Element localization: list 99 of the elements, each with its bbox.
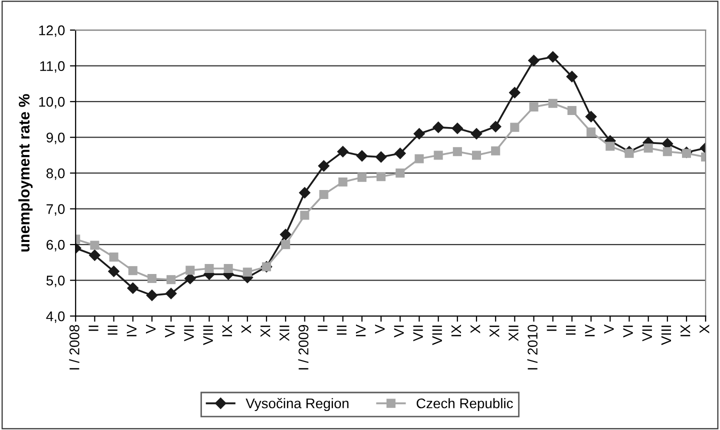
y-tick-label: 9,0	[46, 132, 65, 144]
x-tick-label: VIII	[432, 326, 442, 346]
y-tick-label: 10,0	[39, 96, 65, 108]
x-tick-label: V	[375, 324, 385, 334]
x-tick-label: III	[566, 326, 576, 335]
point	[662, 147, 672, 156]
point	[338, 177, 348, 187]
point	[414, 154, 424, 164]
point	[547, 51, 558, 63]
point	[224, 264, 233, 274]
point	[281, 240, 290, 250]
point	[682, 148, 692, 158]
point	[357, 172, 366, 182]
x-tick-label: II	[318, 326, 328, 331]
point	[127, 282, 138, 294]
point	[375, 151, 387, 163]
point	[510, 122, 520, 132]
point	[242, 268, 252, 277]
x-tick-label: IV	[126, 324, 136, 336]
point	[434, 150, 443, 160]
point	[452, 147, 462, 156]
x-tick-label: IX	[451, 324, 462, 336]
x-tick-label: IV	[356, 324, 366, 336]
point	[319, 190, 328, 200]
x-tick-label: XI	[260, 326, 270, 338]
x-tick-label: IX	[680, 324, 690, 336]
x-tick-label: IX	[222, 324, 232, 336]
legend-label: Vysočina Region	[246, 398, 348, 412]
x-tick-label: VII	[413, 326, 423, 342]
x-tick-label: I / 2008	[69, 324, 80, 370]
point	[548, 98, 558, 108]
point	[166, 275, 176, 284]
x-tick-label: X	[700, 324, 710, 334]
point	[394, 148, 406, 160]
point	[644, 144, 653, 153]
y-axis-title: unemployment rate %	[18, 94, 33, 252]
x-tick-label: I / 2010	[527, 324, 538, 370]
x-tick-label: XI	[490, 326, 500, 338]
point	[337, 146, 348, 158]
point	[585, 110, 597, 122]
x-tick-label: X	[470, 324, 480, 334]
y-tick-label: 8,0	[46, 168, 65, 180]
point	[528, 54, 540, 66]
y-tick-label: 4,0	[46, 311, 65, 323]
x-tick-label: VI	[623, 326, 633, 338]
x-tick-label: VI	[165, 326, 175, 338]
x-tick-label: XII	[280, 326, 290, 342]
point	[280, 228, 292, 240]
point	[109, 252, 118, 262]
point	[128, 266, 138, 276]
y-tick-label: 6,0	[46, 240, 65, 252]
point	[396, 168, 405, 178]
point	[624, 148, 634, 158]
x-tick-label: VII	[184, 326, 194, 342]
point	[586, 127, 596, 136]
point	[356, 150, 368, 162]
point	[509, 87, 520, 98]
x-tick-label: II	[546, 326, 556, 331]
x-tick-label: VIII	[203, 326, 213, 346]
point	[490, 121, 502, 132]
y-tick-label: 5,0	[46, 276, 65, 288]
y-tick-label: 11,0	[40, 61, 65, 73]
point	[491, 146, 500, 156]
point	[529, 102, 538, 112]
point	[165, 288, 177, 300]
x-tick-label: I / 2009	[298, 325, 308, 370]
point	[432, 122, 444, 133]
x-tick-label: IV	[585, 324, 595, 336]
x-tick-label: V	[146, 324, 156, 334]
point	[89, 250, 100, 261]
x-tick-label: XII	[508, 326, 518, 342]
x-tick-label: II	[88, 326, 98, 331]
y-tick-label: 12,0	[39, 25, 65, 37]
point	[90, 240, 100, 250]
y-tick-label: 7,0	[46, 204, 65, 216]
x-tick-label: X	[241, 324, 252, 334]
point	[108, 266, 120, 277]
point	[567, 106, 576, 116]
point	[414, 128, 425, 140]
point	[566, 70, 578, 82]
point	[472, 150, 482, 160]
point	[300, 210, 310, 220]
legend-label: Czech Republic	[416, 398, 513, 412]
x-tick-label: VI	[394, 326, 404, 338]
point	[470, 128, 482, 140]
point	[299, 187, 310, 198]
point	[452, 122, 464, 134]
x-tick-label: III	[336, 326, 346, 335]
x-tick-label: V	[604, 324, 614, 334]
x-tick-label: III	[108, 326, 118, 335]
point	[318, 160, 330, 172]
point	[147, 274, 156, 284]
point	[186, 266, 195, 275]
point	[606, 142, 615, 151]
point	[204, 264, 214, 274]
x-tick-label: VIII	[661, 326, 672, 346]
point	[146, 290, 158, 301]
x-tick-label: VII	[642, 326, 652, 342]
point	[376, 172, 386, 182]
